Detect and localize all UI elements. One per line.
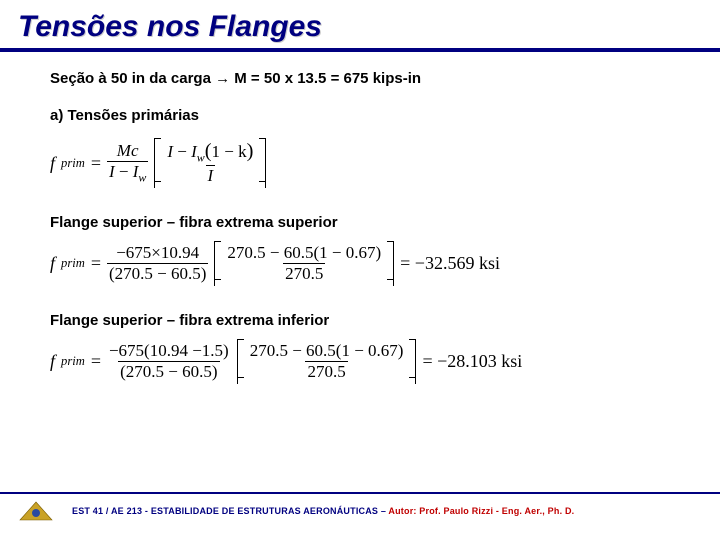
footer-sep: -: [142, 506, 151, 516]
den-iw-sub: w: [138, 170, 146, 184]
logo-icon: [18, 500, 54, 522]
sym-f: f: [50, 153, 55, 174]
bracket3: 270.5 − 60.5(1 − 0.67) 270.5: [237, 339, 417, 384]
bracket-den: I: [206, 165, 216, 186]
f3-den: (270.5 − 60.5): [118, 361, 219, 382]
footer-subject: ESTABILIDADE DE ESTRUTURAS AERONÁUTICAS: [151, 506, 378, 516]
footer-author: Autor: Prof. Paulo Rizzi - Eng. Aer., Ph…: [388, 506, 574, 516]
footer-row: EST 41 / AE 213 - ESTABILIDADE DE ESTRUT…: [0, 500, 720, 522]
br2-den: 270.5: [283, 263, 325, 284]
br2-num: 270.5 − 60.5(1 − 0.67): [225, 243, 383, 263]
equals: =: [91, 153, 101, 174]
result3: = −28.103 ksi: [422, 351, 522, 372]
sym-f3: f: [50, 351, 55, 372]
frac3-1: −675(10.94 −1.5) (270.5 − 60.5): [107, 341, 231, 382]
num-mc: Mc: [115, 141, 141, 161]
paren-inner: 1 − k: [212, 142, 247, 161]
footer-course: EST 41 / AE 213: [72, 506, 142, 516]
f2-den: (270.5 − 60.5): [107, 263, 208, 284]
minus2: −: [177, 142, 187, 161]
den-i: I: [109, 162, 115, 181]
result2: = −32.569 ksi: [400, 253, 500, 274]
f2-num: −675×10.94: [114, 243, 201, 263]
equation-fibra-inferior: fprim = −675(10.94 −1.5) (270.5 − 60.5) …: [50, 339, 680, 384]
paren-l: (: [205, 140, 212, 162]
label-fibra-superior: Flange superior – fibra extrema superior: [50, 214, 680, 231]
bracket-num: I − Iw(1 − k): [165, 140, 255, 165]
br-i: I: [167, 142, 173, 161]
br3-num: 270.5 − 60.5(1 − 0.67): [248, 341, 406, 361]
subsection-a: a) Tensões primárias: [50, 107, 680, 124]
equation-primary-generic: fprim = Mc I − Iw I − Iw(1 − k) I: [50, 138, 680, 188]
section-line: Seção à 50 in da carga → M = 50 x 13.5 =…: [50, 70, 680, 87]
minus: −: [119, 162, 129, 181]
frac2-1: −675×10.94 (270.5 − 60.5): [107, 243, 208, 284]
footer-line: [0, 492, 720, 494]
frac-bracket: I − Iw(1 − k) I: [165, 140, 255, 186]
br3-den: 270.5: [305, 361, 347, 382]
sym-f2: f: [50, 253, 55, 274]
bracket2: 270.5 − 60.5(1 − 0.67) 270.5: [214, 241, 394, 286]
footer-dash: –: [378, 506, 388, 516]
footer-text: EST 41 / AE 213 - ESTABILIDADE DE ESTRUT…: [72, 506, 574, 516]
equation-fibra-superior: fprim = −675×10.94 (270.5 − 60.5) 270.5 …: [50, 241, 680, 286]
f3-num: −675(10.94 −1.5): [107, 341, 231, 361]
bracket-term: I − Iw(1 − k) I: [154, 138, 266, 188]
sub-prim: prim: [61, 156, 85, 171]
sub-prim3: prim: [61, 354, 85, 369]
frac3-br: 270.5 − 60.5(1 − 0.67) 270.5: [248, 341, 406, 382]
equals3: =: [91, 351, 101, 372]
footer: EST 41 / AE 213 - ESTABILIDADE DE ESTRUT…: [0, 492, 720, 522]
sub-prim2: prim: [61, 256, 85, 271]
frac2-br: 270.5 − 60.5(1 − 0.67) 270.5: [225, 243, 383, 284]
content-area: Seção à 50 in da carga → M = 50 x 13.5 =…: [0, 52, 720, 384]
br-iw-sub: w: [197, 150, 205, 164]
equals2: =: [91, 253, 101, 274]
slide-title: Tensões nos Flanges: [0, 0, 720, 48]
frac-mc: Mc I − Iw: [107, 141, 148, 185]
paren-r: ): [247, 140, 254, 162]
label-fibra-inferior: Flange superior – fibra extrema inferior: [50, 312, 680, 329]
den-i-iw: I − Iw: [107, 161, 148, 185]
